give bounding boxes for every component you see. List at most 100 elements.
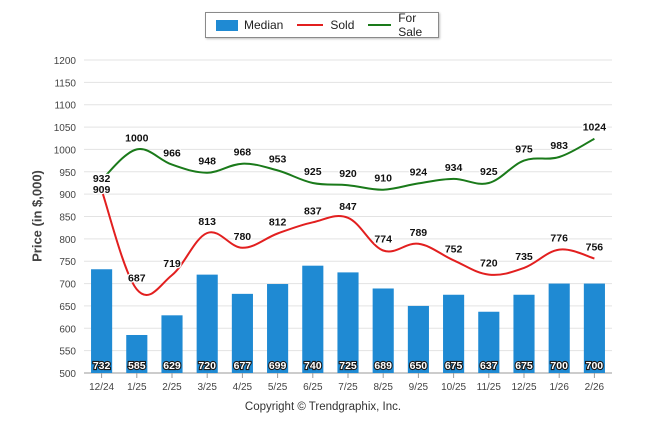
series-line-labels: 932 1000 966 948 968 953 925 920 910 924 934 925 975… — [92, 120, 608, 285]
legend-label-for-sale: For Sale — [398, 11, 423, 39]
gridlines — [84, 59, 612, 352]
median-bar[interactable] — [302, 265, 324, 373]
for-sale-value-label: 966 — [163, 148, 181, 160]
median-bar[interactable] — [407, 305, 429, 373]
sold-value-label: 719 — [163, 258, 181, 270]
sold-value-label: 789 — [410, 227, 428, 239]
for-sale-value-label: 910 — [374, 173, 392, 185]
y-tick-label: 850 — [59, 213, 76, 224]
y-tick-label: 1150 — [54, 78, 76, 89]
sold-value-label: 780 — [234, 231, 252, 243]
y-tick-label: 700 — [59, 280, 76, 291]
y-tick-label: 950 — [59, 168, 76, 179]
for-sale-value-label: 925 — [480, 166, 498, 178]
median-bar[interactable] — [478, 311, 500, 373]
median-bar[interactable] — [126, 334, 148, 373]
x-tick-label: 12/25 — [511, 382, 536, 393]
median-value-label: 725 — [339, 360, 357, 372]
x-tick-label: 2/25 — [162, 382, 182, 393]
median-value-label: 732 — [93, 360, 111, 372]
median-value-label: 689 — [374, 360, 392, 372]
for-sale-value-label: 948 — [198, 156, 216, 168]
x-tick-label: 5/25 — [268, 382, 288, 393]
median-bar[interactable] — [443, 294, 465, 373]
y-axis-label: Price (in $,000) — [29, 170, 45, 262]
x-tick-label: 9/25 — [409, 382, 429, 393]
median-value-label: 699 — [269, 360, 287, 372]
median-value-label: 700 — [586, 360, 604, 372]
x-tick-label: 8/25 — [373, 382, 393, 393]
sold-value-label: 909 — [93, 184, 111, 196]
for-sale-value-label: 920 — [339, 168, 357, 180]
y-tick-label: 500 — [59, 369, 76, 380]
for-sale-value-label: 932 — [93, 173, 111, 185]
for-sale-value-label: 968 — [234, 147, 252, 159]
for-sale-value-label: 1024 — [583, 122, 607, 134]
y-tick-label: 1000 — [54, 145, 77, 156]
median-value-label: 720 — [198, 360, 216, 372]
median-bar[interactable] — [161, 315, 183, 373]
sold-value-label: 774 — [374, 233, 392, 245]
median-bar[interactable] — [231, 293, 253, 373]
median-bar-labels: 732 585 629 720 677 699 740 725 689 650 675 637 675 7… — [92, 359, 605, 373]
for-sale-value-label: 983 — [550, 140, 568, 152]
median-bar[interactable] — [513, 294, 535, 373]
legend-item-for-sale[interactable]: For Sale — [354, 11, 438, 39]
y-tick-label: 750 — [59, 257, 76, 268]
median-bar[interactable] — [267, 284, 289, 373]
x-tick-label: 10/25 — [441, 382, 466, 393]
median-value-label: 637 — [480, 360, 498, 372]
sold-value-label: 720 — [480, 258, 498, 270]
for-sale-line[interactable] — [100, 137, 595, 191]
x-tick-label: 2/26 — [585, 382, 605, 393]
y-tick-label: 1200 — [54, 56, 77, 67]
x-tick-label: 7/25 — [338, 382, 358, 393]
sold-line[interactable] — [100, 189, 595, 297]
for-sale-value-label: 975 — [515, 144, 533, 156]
sold-value-label: 752 — [445, 243, 463, 255]
series-lines — [100, 137, 595, 297]
median-value-label: 585 — [128, 360, 146, 372]
sold-value-label: 813 — [198, 216, 216, 228]
median-bar[interactable] — [337, 272, 359, 373]
median-value-label: 629 — [163, 360, 181, 372]
median-bar[interactable] — [583, 283, 605, 373]
sold-value-label: 812 — [269, 216, 287, 228]
for-sale-value-label: 934 — [445, 162, 463, 174]
y-tick-label: 900 — [59, 190, 76, 201]
legend-swatch-for-sale — [368, 24, 392, 26]
median-bars — [91, 265, 605, 373]
sold-value-label: 776 — [550, 233, 568, 245]
legend-swatch-median — [216, 19, 238, 31]
median-value-label: 700 — [550, 360, 568, 372]
for-sale-value-label: 924 — [410, 166, 428, 178]
legend: Median Sold For Sale — [205, 11, 439, 39]
sold-value-label: 735 — [515, 251, 533, 263]
median-value-label: 740 — [304, 360, 322, 372]
copyright-text: Copyright © Trendgraphix, Inc. — [244, 401, 402, 413]
x-tick-label: 1/26 — [549, 382, 569, 393]
sold-value-label: 687 — [128, 272, 146, 284]
axes: 500 550 600 650 700 750 800 850 900 950 1000 1050 11… — [54, 56, 612, 393]
legend-item-sold[interactable]: Sold — [283, 18, 354, 32]
median-value-label: 677 — [234, 360, 252, 372]
sold-value-label: 847 — [339, 201, 357, 213]
x-tick-label: 1/25 — [127, 382, 147, 393]
for-sale-value-label: 953 — [269, 153, 287, 165]
y-tick-label: 1100 — [54, 101, 76, 112]
median-bar[interactable] — [548, 283, 570, 373]
median-bar[interactable] — [91, 269, 113, 373]
median-bar[interactable] — [372, 288, 394, 373]
y-tick-label: 1050 — [54, 123, 77, 134]
median-value-label: 650 — [410, 360, 428, 372]
y-tick-label: 800 — [59, 235, 76, 246]
legend-item-median[interactable]: Median — [206, 18, 283, 32]
legend-label-sold: Sold — [330, 18, 355, 32]
x-tick-label: 3/25 — [197, 382, 217, 393]
sold-value-label: 837 — [304, 205, 322, 217]
for-sale-value-label: 1000 — [125, 132, 149, 144]
x-tick-label: 11/25 — [477, 382, 502, 393]
median-bar[interactable] — [196, 274, 218, 373]
y-tick-label: 650 — [59, 302, 76, 313]
sold-value-label: 756 — [586, 242, 604, 254]
